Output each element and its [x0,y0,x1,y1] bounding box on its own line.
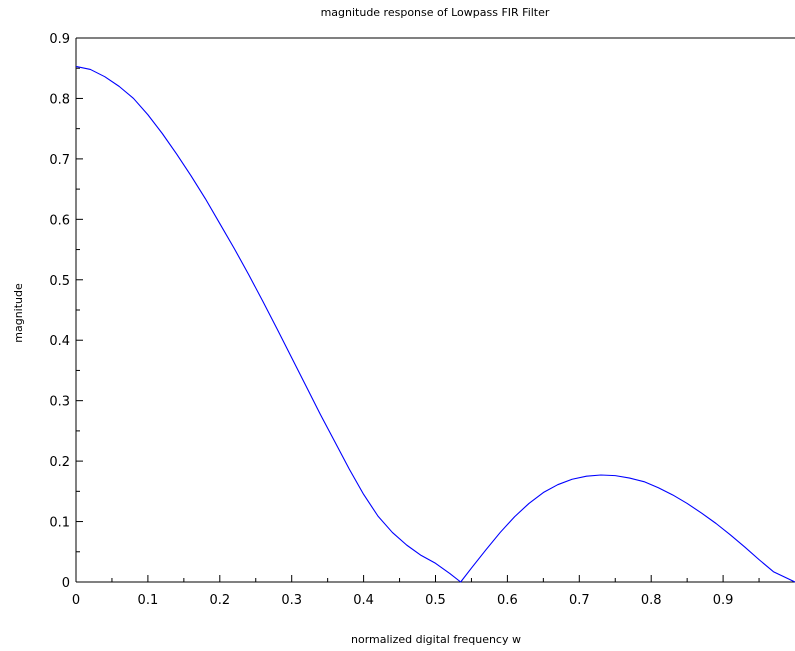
y-tick-label: 0.9 [49,32,70,47]
y-tick-label: 0.2 [49,455,70,470]
y-tick-label: 0.7 [49,153,70,168]
y-tick-label: 0.3 [49,395,70,410]
x-tick-label: 0.5 [425,593,446,608]
x-tick-label: 0.3 [281,593,302,608]
y-tick-label: 0.1 [49,516,70,531]
x-tick-label: 0.2 [209,593,230,608]
chart-title: magnitude response of Lowpass FIR Filter [321,6,550,19]
y-axis-title: magnitude [12,283,25,343]
x-tick-label: 0.8 [641,593,662,608]
x-tick-label: 0.1 [138,593,159,608]
x-tick-label: 0 [72,593,80,608]
y-tick-label: 0.6 [49,213,70,228]
series-line-1 [75,65,795,583]
x-axis-title: normalized digital frequency w [351,633,521,646]
plot-frame [75,37,795,583]
x-tick-label: 0.9 [713,593,734,608]
y-tick-label: 0.8 [49,92,70,107]
y-tick-label: 0.5 [49,274,70,289]
y-tick-label: 0.4 [49,334,70,349]
y-tick-label: 0 [62,576,70,591]
series-layer [75,65,795,583]
x-axis-ticks: 0 0.1 0.2 0.3 0.4 0.5 0.6 0.7 0.8 0.9 [72,575,760,608]
x-tick-label: 0.6 [497,593,518,608]
y-axis-ticks: 0 0.1 0.2 0.3 0.4 0.5 0.6 0.7 0.8 0.9 [49,32,83,591]
x-tick-label: 0.4 [353,593,374,608]
x-tick-label: 0.7 [569,593,590,608]
